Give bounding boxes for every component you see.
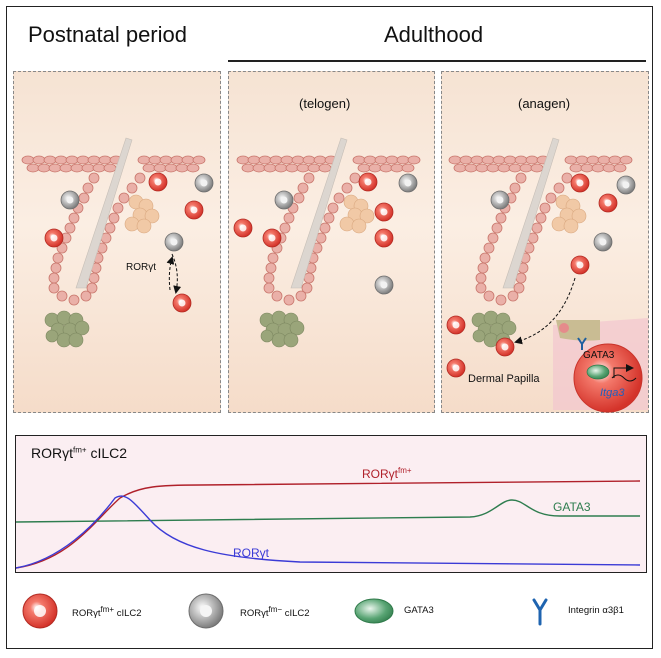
adulthood-title: Adulthood: [384, 22, 484, 47]
inset-gene-label: Itga3: [600, 387, 625, 399]
postnatal-title: Postnatal period: [28, 22, 187, 47]
legend-red-cell-icon: [22, 593, 58, 629]
figure-frame: [6, 6, 653, 649]
gata3-curve: [15, 499, 640, 523]
legend-gata3-icon: [354, 598, 394, 624]
telogen-label: (telogen): [299, 96, 351, 111]
transition-arrow: [171, 253, 182, 294]
adulthood-rule: [228, 60, 646, 62]
roryt-curve: [15, 495, 641, 569]
roryt-fm-curve-label: RORγtfm+: [362, 466, 412, 481]
expression-curve-panel: [15, 435, 647, 573]
anagen-label: (anagen): [518, 96, 571, 111]
legend-grey-cell-label: RORγtfm− cILC2: [240, 605, 310, 620]
legend-grey-cell-icon: [188, 593, 224, 629]
inset-gata3-label: GATA3: [583, 350, 615, 361]
curve-title: RORγtfm+ cILC2: [31, 445, 128, 461]
panel-postnatal: [13, 71, 221, 413]
legend-integrin-icon: [532, 598, 548, 626]
legend-integrin-label: Integrin α3β1: [568, 605, 624, 616]
panel-telogen: [228, 71, 435, 413]
legend-red-cell-label: RORγtfm+ cILC2: [72, 605, 142, 620]
gata3-inset: [553, 318, 648, 413]
transition-arrow-back: [166, 256, 175, 291]
roryt-curve-label: RORγt: [233, 546, 269, 560]
legend-gata3-label: GATA3: [404, 605, 434, 616]
dermal-papilla-label: Dermal Papilla: [468, 373, 540, 385]
roryt-fm-curve: [15, 480, 641, 569]
roryt-arrow-label: RORγt: [126, 262, 156, 273]
migration-arrow: [514, 277, 576, 345]
gata3-curve-label: GATA3: [553, 500, 591, 514]
